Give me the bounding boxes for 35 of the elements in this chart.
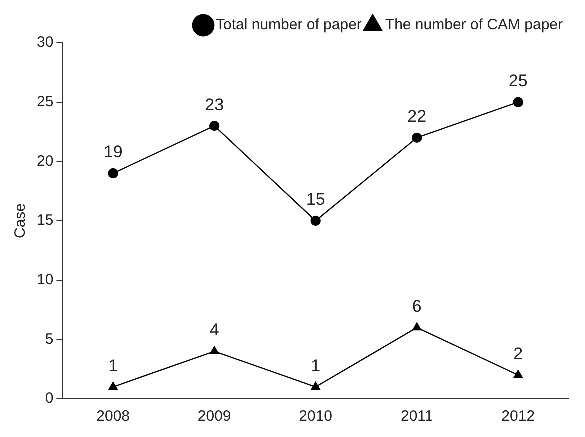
data-label: 4 — [210, 320, 220, 340]
y-tick-label: 25 — [36, 93, 54, 110]
x-tick-label: 2009 — [198, 408, 232, 426]
x-tick-label: 2012 — [502, 408, 536, 426]
point — [513, 97, 524, 108]
y-tick-label: 15 — [36, 212, 54, 230]
y-tick-label: 0 — [45, 390, 54, 408]
x-tick-label: 2008 — [96, 408, 130, 426]
point — [412, 132, 422, 144]
point — [514, 370, 523, 378]
data-label: 15 — [306, 190, 326, 210]
data-label: 1 — [108, 356, 118, 376]
point — [412, 322, 422, 331]
y-axis-title: Case — [12, 203, 30, 239]
data-label: 1 — [311, 356, 321, 376]
x-tick-label: 2011 — [400, 408, 434, 426]
y-tick-label: 30 — [36, 34, 54, 52]
y-tick-label: 10 — [36, 271, 54, 288]
data-label: 6 — [412, 296, 422, 316]
y-tick-label: 20 — [36, 152, 54, 170]
point — [210, 346, 220, 354]
legend-label: The number of CAM paper — [385, 16, 564, 34]
data-label: 19 — [104, 142, 123, 162]
point — [108, 168, 118, 179]
legend-label: Total number of paper — [216, 16, 362, 34]
x-tick-label: 2010 — [299, 408, 333, 426]
point — [310, 216, 321, 226]
y-tick-label: 5 — [45, 330, 54, 348]
data-label: 2 — [514, 344, 524, 364]
point — [209, 120, 220, 132]
data-label: 23 — [205, 95, 224, 114]
point — [108, 382, 118, 390]
point — [311, 382, 320, 390]
data-label: 22 — [408, 107, 427, 126]
data-label: 25 — [508, 72, 528, 91]
